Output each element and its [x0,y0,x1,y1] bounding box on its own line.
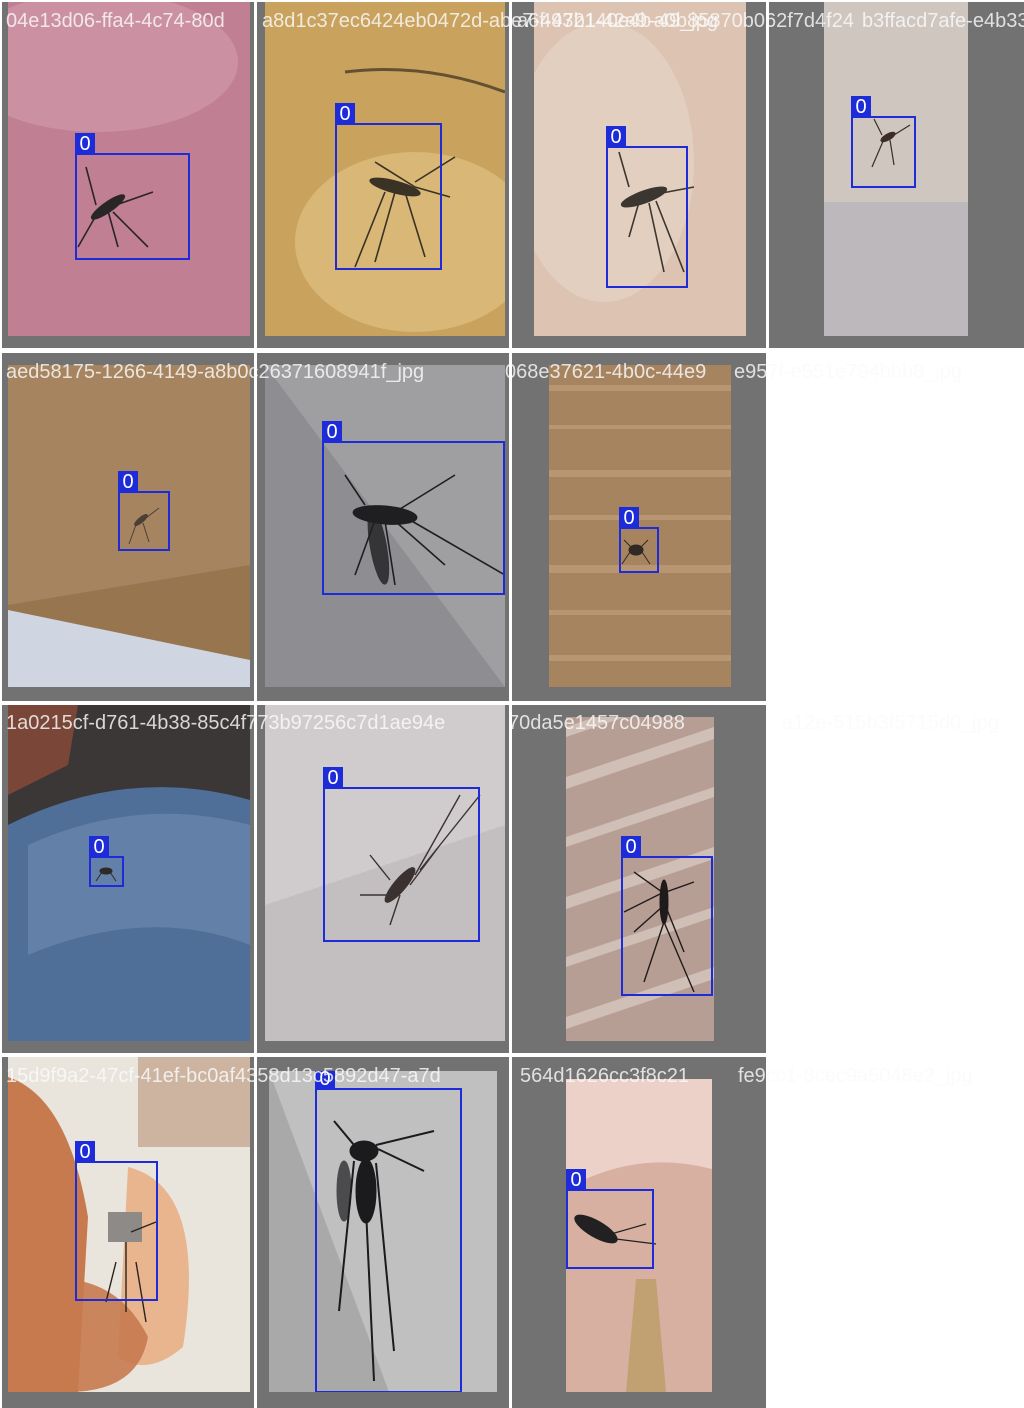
tile-5: 0 [2,353,254,701]
tile-12: 0 [257,1057,509,1408]
tile-filename: e957f-e551e794bbb8_jpg [734,361,962,383]
bounding-box: 0 [606,126,688,288]
tile-13: 0 [512,1057,766,1408]
tile-photo: 0 [269,1071,497,1392]
bounding-box: 0 [621,836,713,996]
tile-filename: fe9cc1-8cec9a5048e2_jpg [738,1065,973,1087]
class-label: 0 [606,126,626,148]
mosquito-photo [534,2,746,336]
mosquito-photo [824,2,968,336]
bounding-box: 0 [323,767,480,942]
mosquito-photo [265,365,505,687]
tile-photo: 0 [8,1057,250,1392]
class-label: 0 [619,507,639,529]
bounding-box: 0 [322,421,505,595]
mosquito-photo [8,2,250,336]
class-label: 0 [315,1071,335,1090]
bounding-box: 0 [75,1141,158,1301]
class-label: 0 [118,471,138,493]
mosquito-photo [566,717,714,1041]
class-label: 0 [322,421,342,443]
tile-photo: 0 [566,1079,712,1392]
class-label: 0 [566,1169,586,1191]
mosquito-photo [269,1071,497,1392]
tile-photo: 0 [8,365,250,687]
tile-photo: 0 [265,2,505,336]
bounding-box: 0 [335,103,442,270]
tile-photo: 0 [8,2,250,336]
mosquito-photo [8,705,250,1041]
bounding-box: 0 [75,133,190,260]
class-label: 0 [89,836,109,858]
tile-photo: 0 [265,365,505,687]
mosquito-photo [549,365,731,687]
tile-11: 0 [2,1057,254,1408]
mosquito-photo [566,1079,712,1392]
tile-photo: 0 [265,705,505,1041]
bounding-box: 0 [566,1169,654,1269]
bounding-box: 0 [89,836,124,887]
mosquito-photo [8,1057,250,1392]
tile-7: 0 [512,353,766,701]
tile-3: 0 [512,2,766,348]
tile-photo: 0 [566,717,714,1041]
tile-9: 0 [257,705,509,1053]
tile-10: 0 [512,705,766,1053]
bounding-box: 0 [619,507,659,573]
class-label: 0 [75,1141,95,1163]
mosquito-photo [265,2,505,336]
bounding-box: 0 [851,96,916,188]
class-label: 0 [335,103,355,125]
class-label: 0 [851,96,871,118]
class-label: 0 [621,836,641,858]
tile-2: 0 [257,2,509,348]
tile-6: 0 [257,353,509,701]
tile-filename: a12e-515b3f5715d0_jpg [782,712,999,734]
tile-8: 0 [2,705,254,1053]
tile-photo: 0 [8,705,250,1041]
bounding-box: 0 [118,471,170,551]
bounding-box: 0 [315,1071,462,1392]
tile-photo: 0 [534,2,746,336]
class-label: 0 [323,767,343,789]
tile-photo: 0 [549,365,731,687]
tile-1: 0 [2,2,254,348]
mosquito-photo [265,705,505,1041]
class-label: 0 [75,133,95,155]
tile-4: 0 [769,2,1024,348]
tile-photo: 0 [824,2,968,336]
